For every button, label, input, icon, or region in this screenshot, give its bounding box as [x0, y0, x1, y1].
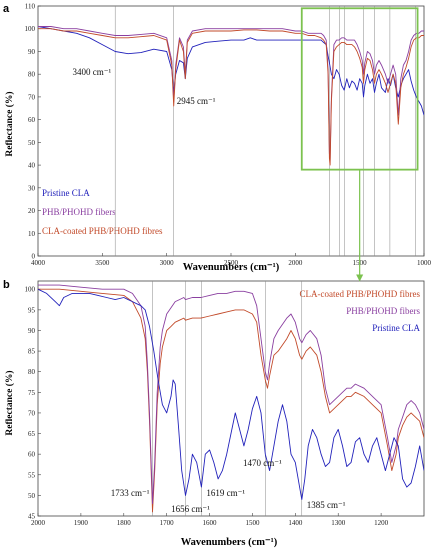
panel-a-y-tick-label: 110 — [25, 3, 36, 11]
panel-b-legend-phb: PHB/PHOHD fibers — [346, 306, 420, 316]
panel-b-y-tick-label: 75 — [28, 389, 36, 397]
panel-b-peak-annotation: 1656 cm⁻¹ — [171, 504, 210, 514]
panel-b-y-tick-label: 85 — [28, 348, 36, 356]
panel-b-y-tick-label: 70 — [28, 409, 36, 417]
panel-b-x-tick-label: 1500 — [245, 519, 260, 527]
panel-b-series-cla_coated-line — [38, 288, 424, 513]
panel-b-plot-frame — [37, 280, 425, 517]
panel-a-peak-annotation: 3400 cm⁻¹ — [72, 67, 111, 77]
panel-b-peak-annotation: 1470 cm⁻¹ — [243, 458, 282, 468]
panel-a-legend-phb: PHB/PHOHD fibers — [42, 207, 116, 217]
panel-a-label: a — [3, 3, 10, 15]
panel-b-y-tick-label: 80 — [28, 368, 36, 376]
panel-b-series-pristine-line — [38, 288, 424, 500]
panel-a-y-tick-label: 100 — [25, 25, 36, 33]
panel-b-peak-annotation: 1385 cm⁻¹ — [307, 500, 346, 510]
panel-a-y-axis-label: Reflectance (%) — [4, 91, 15, 156]
panel-a-y-tick-label: 50 — [28, 139, 36, 147]
panel-b-x-tick-label: 1700 — [160, 519, 175, 527]
panel-b-x-tick-label: 1300 — [331, 519, 346, 527]
panel-b-y-tick-label: 95 — [28, 306, 36, 314]
panel-b-x-tick-label: 1900 — [74, 519, 89, 527]
panel-a-legend-pristine: Pristine CLA — [42, 188, 90, 198]
panel-b-y-tick-label: 60 — [28, 451, 36, 459]
panel-b-y-tick-label: 90 — [28, 327, 36, 335]
panel-b-y-axis-label: Reflectance (%) — [4, 370, 15, 435]
panel-b-x-tick-label: 1200 — [374, 519, 389, 527]
panel-b-y-tick-label: 50 — [28, 492, 36, 500]
panel-a-x-tick-label: 2500 — [224, 259, 239, 267]
panel-b-x-tick-label: 2000 — [31, 519, 46, 527]
panel-a-peak-annotation: 2945 cm⁻¹ — [177, 96, 216, 106]
panel-b-series-phb-line — [38, 284, 424, 505]
panel-a-x-tick-label: 3000 — [160, 259, 175, 267]
panel-a-series-phb-line — [38, 26, 424, 161]
panel-a-y-tick-label: 0 — [32, 253, 36, 261]
panel-b-y-tick-label: 55 — [28, 471, 36, 479]
panel-a-y-tick-label: 20 — [28, 207, 36, 215]
panel-b-x-tick-label: 1800 — [117, 519, 132, 527]
panel-a-y-tick-label: 80 — [28, 71, 36, 79]
panel-a-plot-frame — [37, 5, 425, 257]
panel-a-y-tick-label: 30 — [28, 184, 36, 192]
panel-b-x-tick-label: 1400 — [288, 519, 303, 527]
panel-b-legend-cla-coated: CLA-coated PHB/PHOHD fibres — [300, 289, 421, 299]
panel-b-legend-pristine: Pristine CLA — [372, 323, 420, 333]
panel-b-label: b — [3, 279, 10, 291]
panel-a-y-tick-label: 70 — [28, 93, 36, 101]
panel-a-series-cla_coated-line — [38, 28, 424, 166]
panel-a-legend-cla-coated: CLA-coated PHB/PHOHD fibres — [42, 226, 163, 236]
panel-b-x-tick-label: 1600 — [203, 519, 218, 527]
panel-a-x-axis-label: Wavenumbers (cm⁻¹) — [183, 262, 280, 273]
panel-a-x-tick-label: 1000 — [417, 259, 432, 267]
panel-a-zoom-box — [300, 7, 419, 171]
panel-a-x-tick-label: 3500 — [95, 259, 110, 267]
panel-b-y-tick-label: 65 — [28, 430, 36, 438]
panel-a-y-tick-label: 60 — [28, 116, 36, 124]
panel-a-x-tick-label: 4000 — [31, 259, 46, 267]
panel-b-y-tick-label: 100 — [25, 286, 36, 294]
panel-b-peak-annotation: 1733 cm⁻¹ — [111, 488, 150, 498]
panel-b-x-axis-label: Wavenumbers (cm⁻¹) — [181, 537, 278, 548]
panel-b-y-tick-label: 45 — [28, 513, 36, 521]
panel-b-peak-annotation: 1619 cm⁻¹ — [206, 488, 245, 498]
panel-a-y-tick-label: 40 — [28, 162, 36, 170]
panel-a-x-tick-label: 2000 — [288, 259, 303, 267]
panel-a-y-tick-label: 90 — [28, 48, 36, 56]
panel-a-y-tick-label: 10 — [28, 230, 36, 238]
